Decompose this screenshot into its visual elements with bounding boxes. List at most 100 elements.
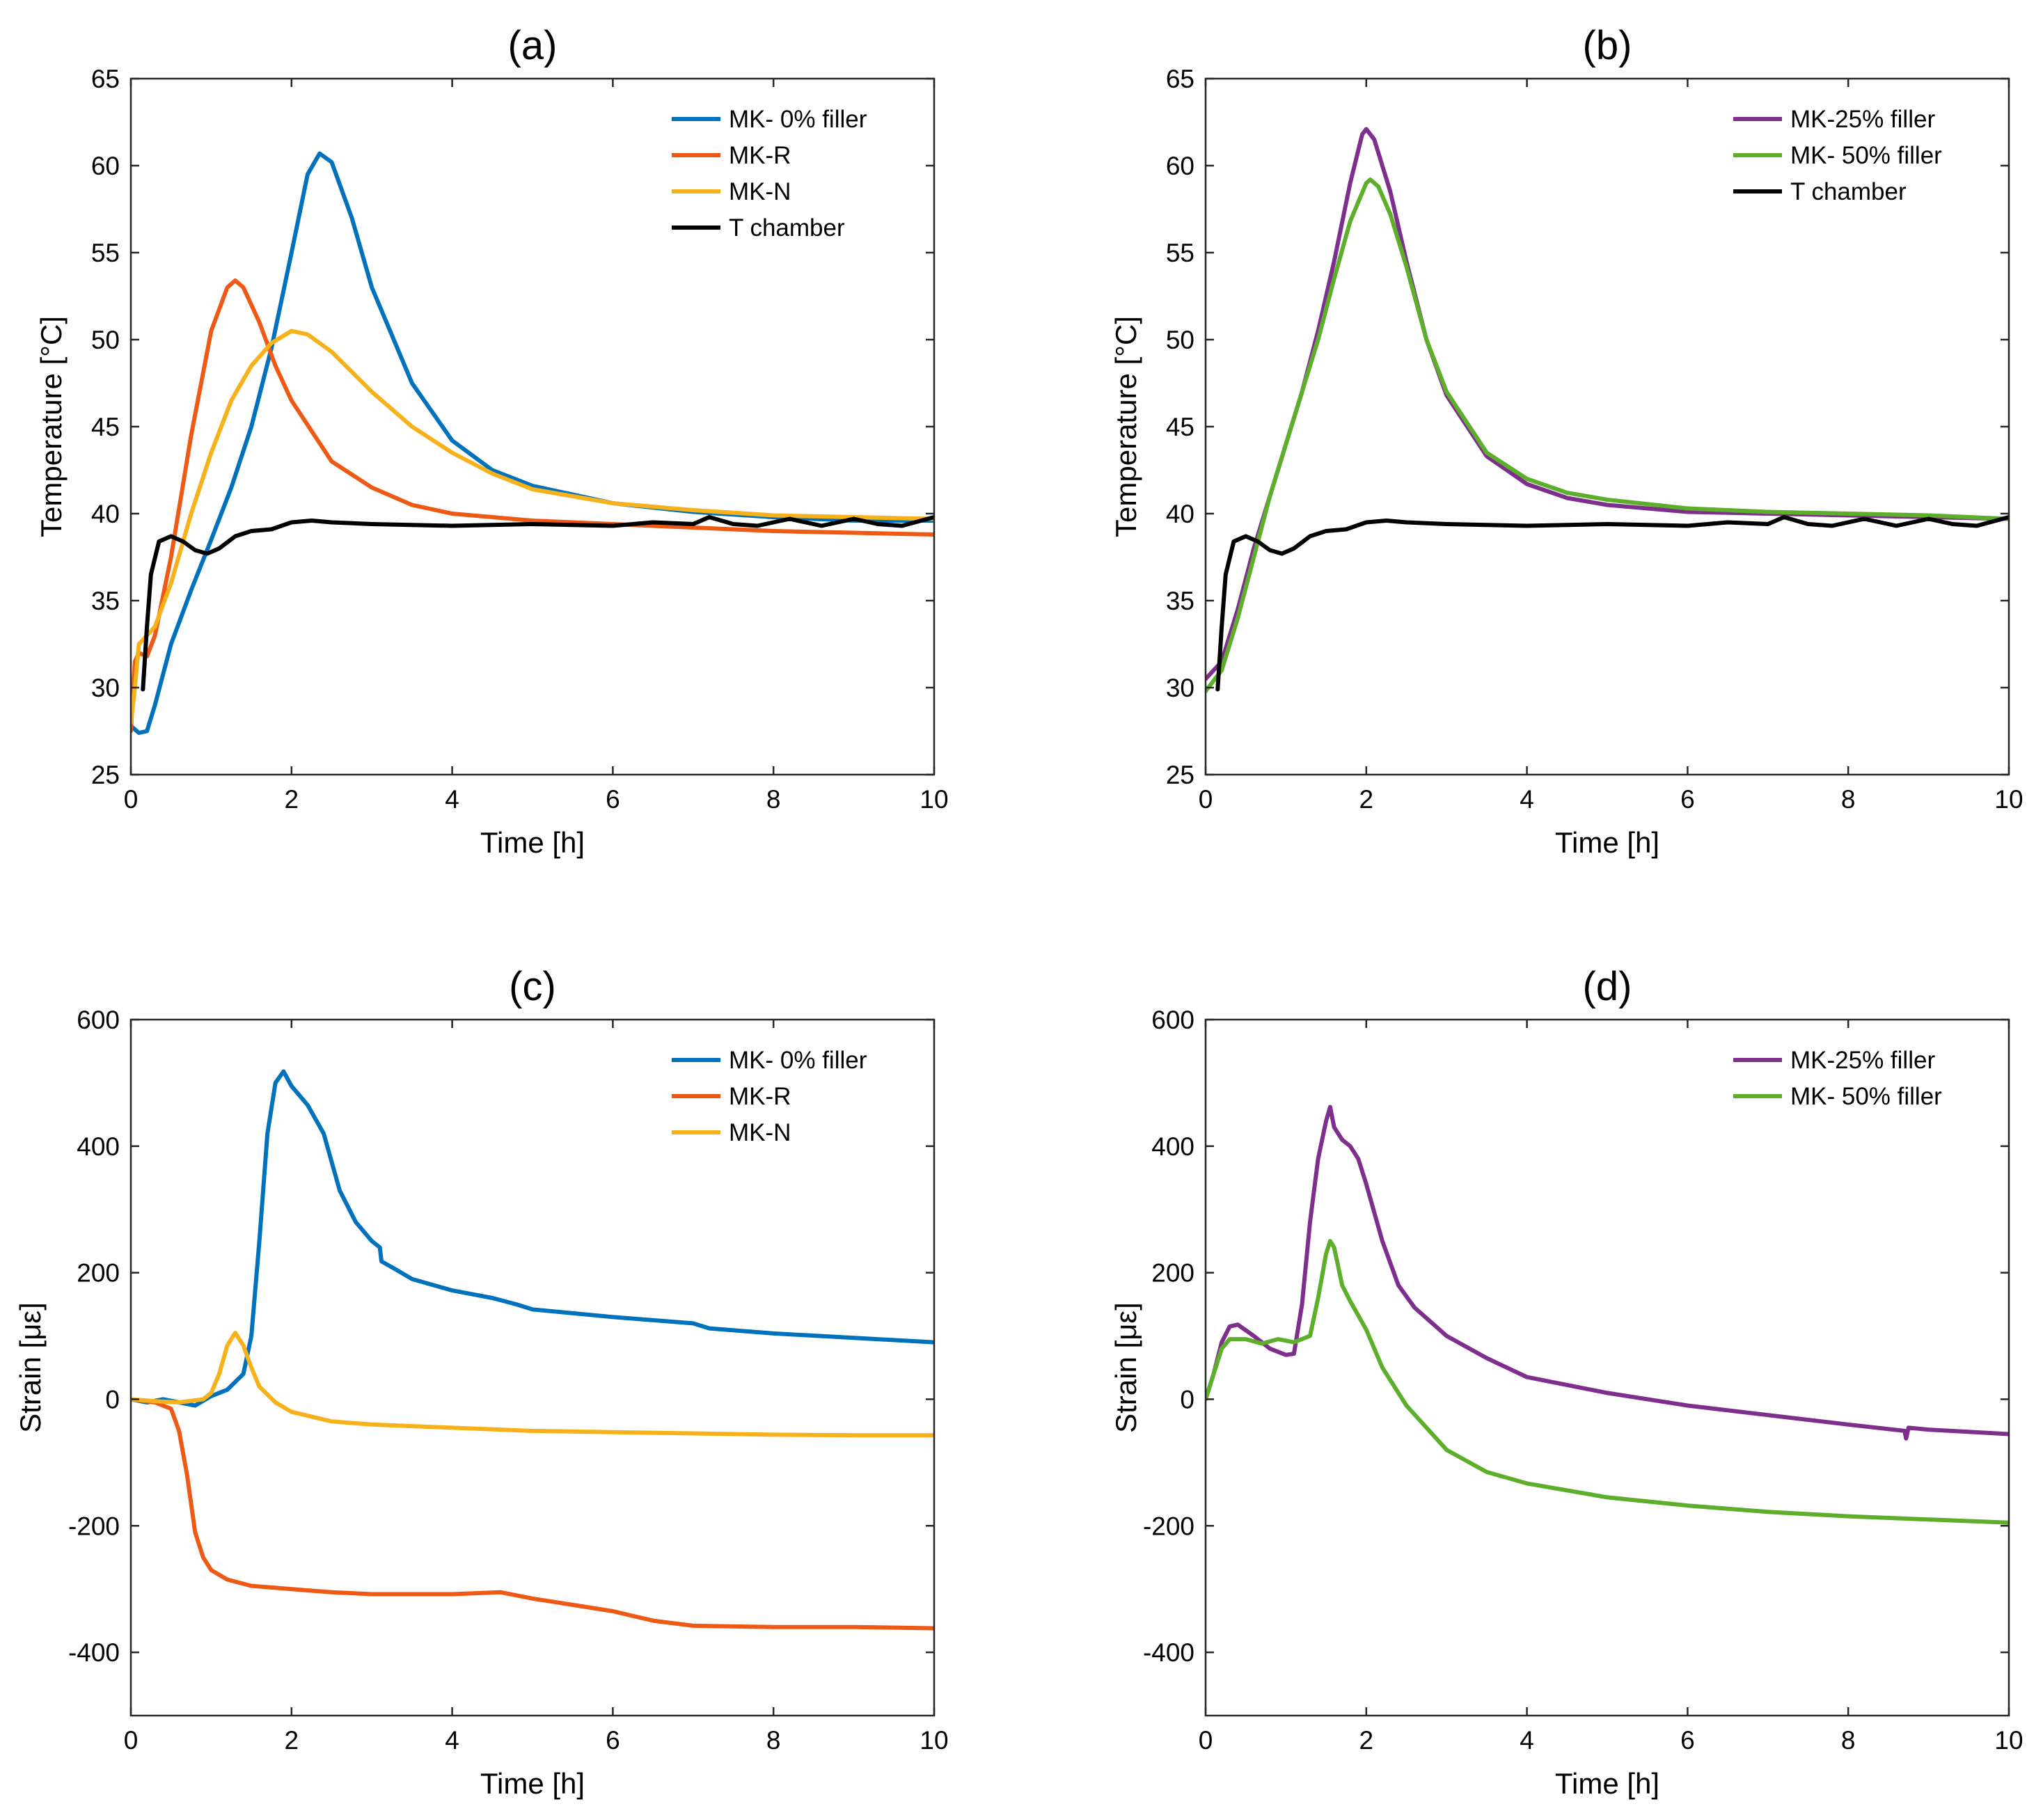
x-tick-label: 8 [766,785,781,814]
x-tick-label: 4 [445,1726,459,1755]
chart-title: (c) [509,964,556,1009]
y-axis-label: Temperature [°C] [35,316,68,537]
x-tick-label: 6 [606,1726,620,1755]
legend-label: MK-R [729,142,791,169]
legend-label: MK-25% filler [1790,1047,1935,1074]
x-tick-label: 6 [1680,1726,1695,1755]
y-tick-label: 45 [91,413,120,441]
y-tick-label: 60 [91,152,120,180]
x-axis-label: Time [h] [1555,1767,1659,1800]
y-tick-label: -200 [1143,1512,1194,1540]
y-tick-label: -200 [68,1512,120,1540]
legend-label: MK-25% filler [1790,106,1935,133]
series-line-c-2 [131,1331,934,1438]
series-group [1206,127,2009,693]
legend: MK-25% filler MK- 50% filler [1733,1047,1942,1110]
y-tick-label: 40 [91,500,120,528]
y-tick-label: 65 [91,65,120,93]
series-group [1206,1105,2009,1525]
legend: MK- 0% filler MK-R MK-N [672,1047,867,1146]
series-line-b-1 [1206,177,2009,693]
y-tick-label: 50 [1166,326,1194,354]
y-tick-label: 35 [91,587,120,615]
chart-c: (c) 0 2 4 6 8 10 -400 -200 0 200 400 600 Time [h] Stra… [14,964,949,1800]
x-tick-label: 0 [1199,785,1213,814]
y-tick-label: 600 [77,1006,120,1034]
chart-b: (b) 0 2 4 6 8 10 25 30 35 40 45 50 55 60 65 Time [h] Temp… [1110,23,2024,859]
y-tick-label: -400 [1143,1638,1194,1667]
x-axis-label: Time [h] [480,1767,585,1800]
x-tick-label: 4 [1520,785,1534,814]
x-tick-label: 10 [1994,1726,2023,1755]
x-tick-label: 8 [1841,1726,1856,1755]
series-line-a-1 [131,278,934,734]
y-tick-label: 200 [77,1259,120,1288]
y-tick-label: 65 [1166,65,1194,93]
legend-label: MK- 0% filler [729,106,867,133]
legend-label: MK- 50% filler [1790,142,1942,169]
legend-label: MK- 0% filler [729,1047,867,1074]
x-tick-label: 6 [1680,785,1695,814]
y-tick-label: 600 [1151,1006,1194,1034]
chart-d: (d) 0 2 4 6 8 10 -400 -200 0 200 400 600 Time [h] Stra… [1110,964,2024,1800]
x-tick-label: 10 [920,1726,948,1755]
y-tick-label: 200 [1151,1259,1194,1288]
y-tick-label: 400 [1151,1132,1194,1161]
y-tick-label: 35 [1166,587,1194,615]
series-line-b-2 [1215,515,2009,692]
y-axis-label: Strain [με] [1110,1302,1142,1433]
y-tick-label: 45 [1166,413,1194,441]
x-tick-label: 8 [766,1726,781,1755]
y-tick-label: 400 [77,1132,120,1161]
x-tick-label: 6 [606,785,620,814]
chart-title: (b) [1583,23,1632,68]
series-line-d-1 [1206,1239,2009,1525]
legend-label: T chamber [729,214,845,242]
series-line-c-0 [131,1069,934,1408]
series-group [131,151,934,735]
y-axis-label: Strain [με] [14,1302,47,1433]
x-tick-label: 2 [1359,1726,1374,1755]
x-tick-label: 8 [1841,785,1856,814]
x-tick-label: 2 [285,1726,299,1755]
legend: MK-25% filler MK- 50% filler T chamber [1733,106,1942,205]
y-tick-label: 25 [91,761,120,789]
x-tick-label: 10 [920,785,948,814]
x-tick-label: 0 [1199,1726,1213,1755]
y-tick-label: 0 [105,1385,120,1414]
legend: MK- 0% filler MK-R MK-N T chamber [672,106,867,242]
chart-title: (a) [508,23,558,68]
x-tick-label: 10 [1994,785,2023,814]
y-axis-label: Temperature [°C] [1110,316,1142,537]
plot-frame [129,1018,936,1717]
series-line-a-3 [141,515,934,692]
x-tick-label: 2 [1359,785,1374,814]
x-tick-label: 0 [124,785,139,814]
y-tick-label: 30 [91,674,120,702]
chart-a: (a) 0 2 4 6 8 10 25 30 35 40 45 50 55 60 65 Time [h] Temp… [35,23,949,859]
y-tick-label: 25 [1166,761,1194,789]
x-tick-label: 4 [445,785,459,814]
series-line-b-0 [1206,127,2009,681]
legend-label: MK-N [729,178,791,205]
legend-label: MK-N [729,1119,791,1146]
y-tick-label: -400 [68,1638,120,1667]
series-group [131,1069,934,1631]
legend-label: MK-R [729,1083,791,1110]
legend-label: MK- 50% filler [1790,1083,1942,1110]
y-tick-label: 0 [1180,1385,1194,1414]
x-tick-label: 4 [1520,1726,1534,1755]
y-tick-label: 55 [91,239,120,267]
x-axis-label: Time [h] [480,826,585,859]
y-tick-label: 50 [91,326,120,354]
y-tick-label: 60 [1166,152,1194,180]
plot-frame [1204,1018,2010,1717]
series-line-c-1 [131,1397,934,1631]
series-line-a-2 [131,329,934,725]
x-axis-label: Time [h] [1555,826,1659,859]
x-tick-label: 2 [285,785,299,814]
x-tick-label: 0 [124,1726,139,1755]
chart-title: (d) [1583,964,1632,1009]
series-line-d-0 [1206,1105,2009,1441]
y-tick-label: 30 [1166,674,1194,702]
